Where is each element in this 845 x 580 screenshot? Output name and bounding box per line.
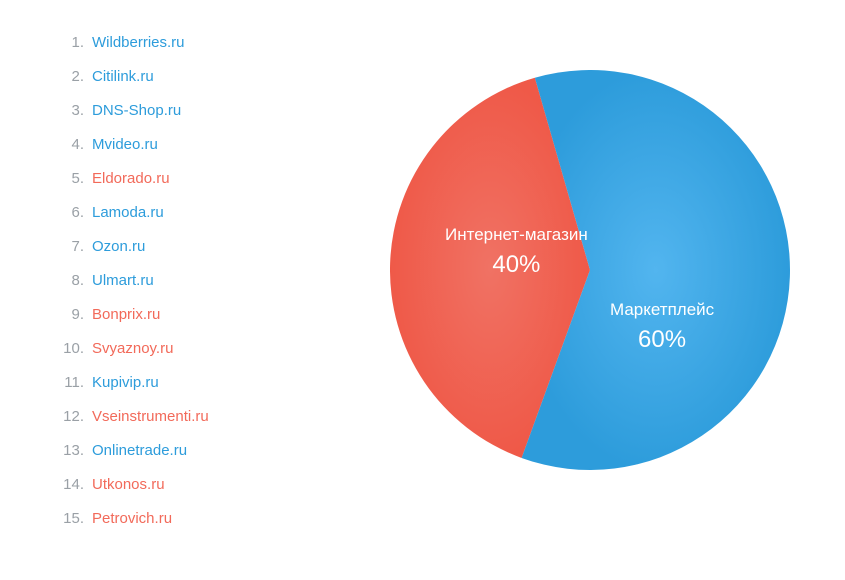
pie-label-red: Интернет-магазин 40% <box>445 225 588 279</box>
site-link: Wildberries.ru <box>92 34 185 51</box>
list-item: Onlinetrade.ru <box>60 443 320 458</box>
site-link: Ozon.ru <box>92 238 145 255</box>
list-item: Svyaznoy.ru <box>60 341 320 356</box>
site-link: Mvideo.ru <box>92 136 158 153</box>
site-link: Citilink.ru <box>92 68 154 85</box>
list-item: Eldorado.ru <box>60 171 320 186</box>
site-link: Bonprix.ru <box>92 306 160 323</box>
site-link: Svyaznoy.ru <box>92 340 173 357</box>
list-item: Utkonos.ru <box>60 477 320 492</box>
pie-label-pct: 60% <box>610 326 714 354</box>
site-link: Utkonos.ru <box>92 476 165 493</box>
pie-label-pct: 40% <box>445 251 588 279</box>
list-item: Wildberries.ru <box>60 35 320 50</box>
pie-label-blue: Маркетплейс 60% <box>610 300 714 354</box>
list-item: Citilink.ru <box>60 69 320 84</box>
pie-chart: Интернет-магазин 40% Маркетплейс 60% <box>390 70 790 470</box>
pie-label-text: Маркетплейс <box>610 300 714 320</box>
list-item: Bonprix.ru <box>60 307 320 322</box>
site-link: Vseinstrumenti.ru <box>92 408 209 425</box>
site-link: Petrovich.ru <box>92 510 172 527</box>
list-item: Petrovich.ru <box>60 511 320 526</box>
site-list-column: Wildberries.ru Citilink.ru DNS-Shop.ru M… <box>60 30 320 550</box>
pie-chart-column: Интернет-магазин 40% Маркетплейс 60% <box>320 30 825 550</box>
list-item: DNS-Shop.ru <box>60 103 320 118</box>
site-link: Onlinetrade.ru <box>92 442 187 459</box>
site-link: Eldorado.ru <box>92 170 170 187</box>
list-item: Ulmart.ru <box>60 273 320 288</box>
site-link: Ulmart.ru <box>92 272 154 289</box>
site-ranked-list: Wildberries.ru Citilink.ru DNS-Shop.ru M… <box>60 35 320 526</box>
list-item: Lamoda.ru <box>60 205 320 220</box>
site-link: DNS-Shop.ru <box>92 102 181 119</box>
list-item: Kupivip.ru <box>60 375 320 390</box>
layout-container: Wildberries.ru Citilink.ru DNS-Shop.ru M… <box>0 0 845 580</box>
list-item: Vseinstrumenti.ru <box>60 409 320 424</box>
pie-label-text: Интернет-магазин <box>445 225 588 245</box>
site-link: Kupivip.ru <box>92 374 159 391</box>
list-item: Ozon.ru <box>60 239 320 254</box>
site-link: Lamoda.ru <box>92 204 164 221</box>
list-item: Mvideo.ru <box>60 137 320 152</box>
